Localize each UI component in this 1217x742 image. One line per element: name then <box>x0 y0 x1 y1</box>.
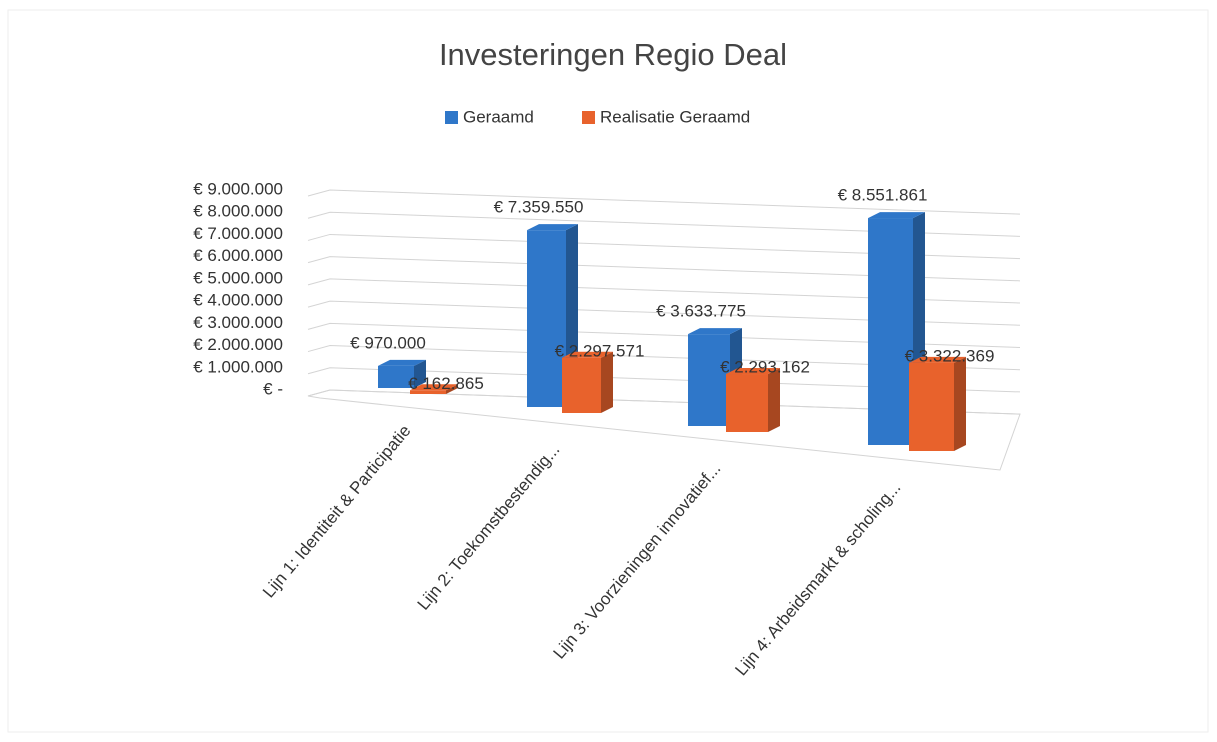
bar <box>378 359 426 388</box>
bar-side <box>954 356 966 451</box>
bar-front <box>726 374 768 432</box>
value-label: € 2.297.571 <box>555 341 645 360</box>
chart-title: Investeringen Regio Deal <box>439 37 787 72</box>
grid-line <box>307 233 1021 260</box>
y-tick-label: € 6.000.000 <box>193 246 283 265</box>
bar <box>410 384 458 394</box>
y-tick-label: € 1.000.000 <box>193 357 283 376</box>
bar-top <box>726 368 780 375</box>
legend-swatch <box>582 111 595 124</box>
bar-side <box>768 368 780 432</box>
bar-front <box>378 365 414 388</box>
y-tick-label: € - <box>263 379 283 398</box>
bar-top <box>562 351 613 358</box>
value-label: € 7.359.550 <box>494 198 584 217</box>
bar-front <box>410 390 446 394</box>
y-tick-label: € 8.000.000 <box>193 202 283 221</box>
bar-top <box>868 212 925 219</box>
y-tick-label: € 2.000.000 <box>193 335 283 354</box>
bar <box>688 328 742 426</box>
bar <box>562 351 613 413</box>
value-label: € 3.633.775 <box>656 302 746 321</box>
legend-label: Realisatie Geraamd <box>600 107 750 126</box>
value-label: € 162.865 <box>408 374 484 393</box>
grid-line <box>307 189 1021 215</box>
bar-front <box>688 334 730 426</box>
y-tick-label: € 3.000.000 <box>193 313 283 332</box>
grid-line <box>307 367 1021 393</box>
bar-side <box>446 384 458 394</box>
value-label: € 8.551.861 <box>838 186 928 205</box>
bar <box>909 356 966 451</box>
grid-line <box>307 322 1021 348</box>
y-tick-label: € 7.000.000 <box>193 224 283 243</box>
bar <box>726 368 780 432</box>
bar-front <box>868 218 913 445</box>
grid-line <box>307 300 1021 326</box>
y-tick-label: € 9.000.000 <box>193 179 283 198</box>
grid-line <box>307 256 1021 282</box>
bar-side <box>601 351 613 413</box>
grid-line <box>307 211 1021 237</box>
y-tick-label: € 4.000.000 <box>193 291 283 310</box>
bar-front <box>909 362 954 451</box>
bar-front <box>527 230 566 407</box>
bar-front <box>562 357 601 413</box>
bar-top <box>527 224 578 231</box>
bar-side <box>414 359 426 388</box>
value-label: € 2.293.162 <box>720 358 810 377</box>
floor <box>307 389 1021 471</box>
legend-label: Geraamd <box>463 107 534 126</box>
legend-swatch <box>445 111 458 124</box>
grid-line <box>307 278 1021 304</box>
value-label: € 3.322.369 <box>905 346 995 365</box>
y-tick-label: € 5.000.000 <box>193 268 283 287</box>
bar-top <box>688 328 742 335</box>
bar-top <box>410 384 458 391</box>
value-label: € 970.000 <box>350 333 426 352</box>
bar-top <box>909 356 966 363</box>
bar-top <box>378 359 426 366</box>
grid-line <box>307 345 1021 371</box>
